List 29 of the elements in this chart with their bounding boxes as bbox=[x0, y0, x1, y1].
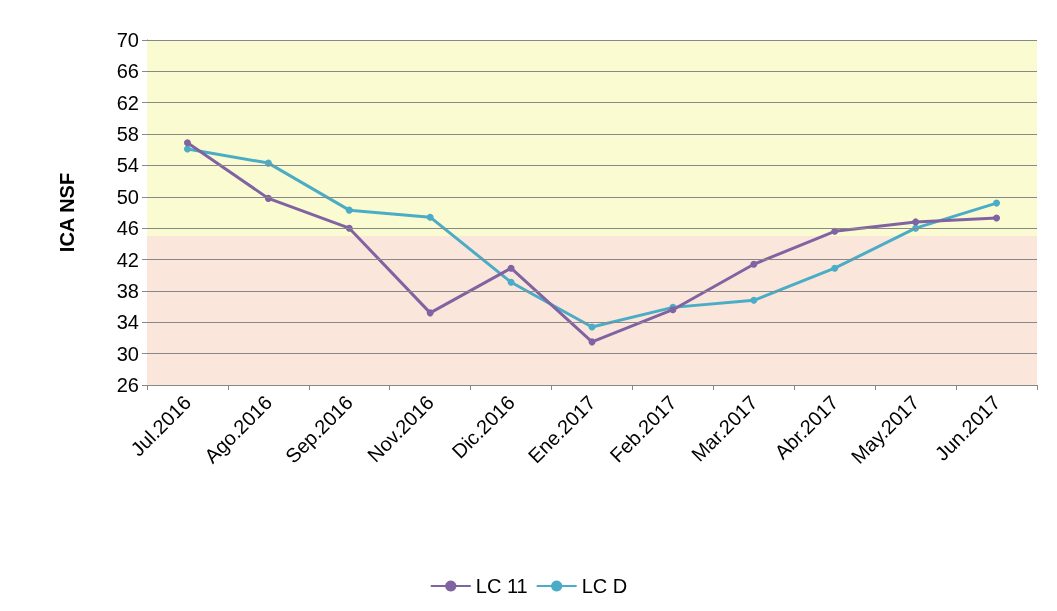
point bbox=[426, 213, 434, 221]
y-tick-label: 70 bbox=[116, 29, 139, 51]
y-tick-label: 30 bbox=[116, 342, 139, 365]
point bbox=[507, 278, 515, 286]
y-tick-label: 34 bbox=[116, 311, 139, 334]
y-tick-label: 58 bbox=[116, 123, 139, 146]
point bbox=[345, 206, 353, 214]
y-tick-label: 54 bbox=[116, 154, 139, 177]
point bbox=[183, 139, 191, 147]
legend-label: LC 11 bbox=[475, 575, 528, 597]
point bbox=[831, 227, 839, 235]
point bbox=[750, 296, 758, 304]
legend-label: LC D bbox=[581, 575, 628, 597]
y-tick-label: 66 bbox=[116, 60, 139, 83]
point bbox=[426, 309, 434, 317]
point bbox=[507, 264, 515, 272]
point bbox=[750, 260, 758, 268]
point bbox=[993, 199, 1001, 207]
y-axis-title: ICA NSF bbox=[56, 172, 78, 253]
y-tick-label: 50 bbox=[116, 185, 139, 208]
y-tick-label: 46 bbox=[116, 217, 139, 240]
y-tick-label: 38 bbox=[116, 279, 139, 302]
point bbox=[912, 218, 920, 226]
y-tick-label: 42 bbox=[116, 248, 139, 271]
point bbox=[183, 145, 191, 153]
y-tick-label: 62 bbox=[116, 91, 139, 114]
y-tick-label: 26 bbox=[116, 374, 139, 396]
point bbox=[831, 264, 839, 272]
point bbox=[993, 214, 1001, 222]
